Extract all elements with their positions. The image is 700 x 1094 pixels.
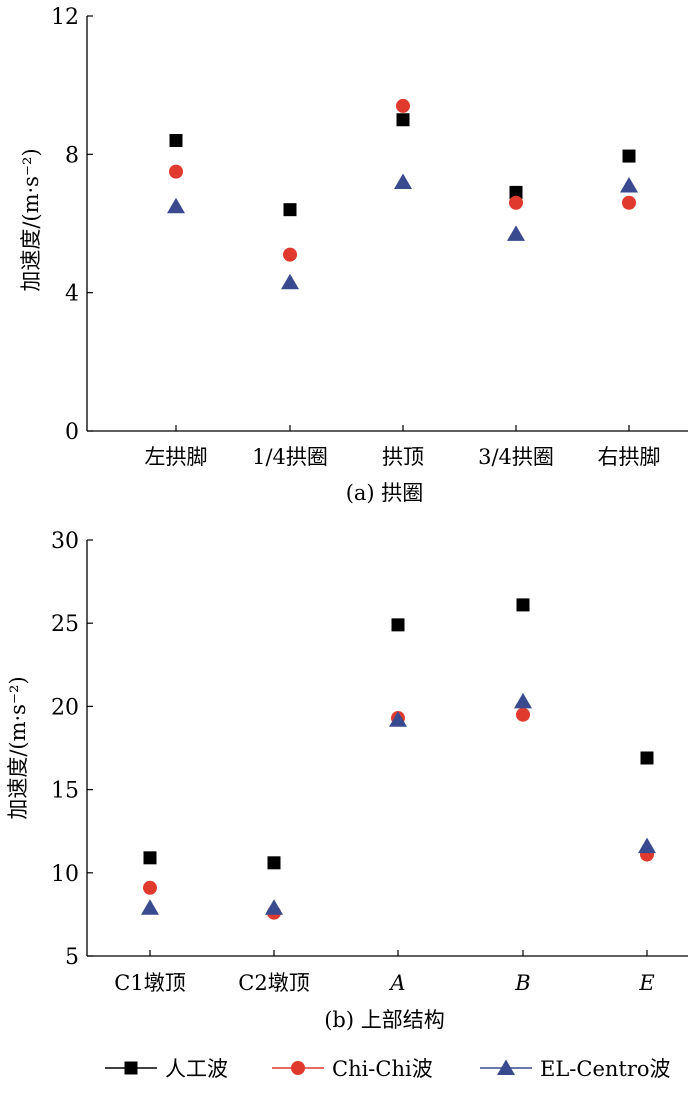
x-tick-label: 3/4拱圈	[478, 445, 554, 469]
point-2-0	[141, 899, 159, 915]
y-tick-label: 10	[51, 862, 79, 887]
x-tick-label: 右拱脚	[598, 445, 661, 469]
point-2-1	[281, 273, 299, 290]
y-axis-label: 加速度/(m·s⁻²)	[19, 148, 43, 291]
x-tick-label: B	[514, 971, 530, 995]
legend-marker-0	[124, 1061, 138, 1075]
point-0-2	[396, 113, 410, 127]
point-0-1	[283, 203, 297, 217]
legend: 人工波 Chi-Chi波 EL-Centro波	[105, 1057, 671, 1081]
chart-title: (a) 拱圈	[346, 481, 424, 505]
point-2-2	[394, 173, 412, 189]
chart-arch: 0 4 8 12 左拱脚 1/4拱圈 拱顶 3/4拱圈 右拱脚 加速度/(m·s⁻²) (a) 拱圈	[19, 5, 688, 505]
point-2-3	[507, 225, 525, 241]
point-0-1	[267, 856, 281, 870]
y-tick-label: 8	[65, 143, 79, 168]
point-1-3	[509, 195, 523, 210]
x-tick-label: A	[388, 971, 405, 995]
point-0-0	[169, 134, 183, 147]
point-2-1	[265, 899, 283, 915]
point-0-0	[143, 851, 157, 865]
point-1-1	[283, 247, 297, 262]
legend-marker-2	[497, 1059, 515, 1075]
point-2-0	[167, 197, 185, 214]
point-0-3	[516, 598, 530, 612]
x-tick-label: 拱顶	[382, 445, 424, 469]
y-tick-label: 15	[51, 779, 79, 804]
legend-label: EL-Centro波	[540, 1057, 671, 1081]
y-tick-label: 0	[65, 420, 79, 445]
y-tick-label: 20	[51, 695, 79, 720]
y-tick-label: 5	[65, 945, 79, 970]
chart-superstructure: 5 10 15 20 25 30 C1墩顶 C2墩顶 A B E 加速度/(m·s⁻²) (b) 上部结…	[6, 529, 688, 1032]
point-1-4	[622, 195, 636, 210]
point-0-2	[391, 618, 405, 632]
point-1-0	[169, 164, 183, 179]
point-1-3	[516, 707, 530, 722]
point-2-4	[620, 176, 638, 193]
legend-label: 人工波	[165, 1057, 228, 1081]
chart-title: (b) 上部结构	[324, 1008, 445, 1032]
y-tick-label: 25	[51, 612, 79, 637]
x-tick-label: 左拱脚	[145, 445, 208, 469]
point-0-3	[509, 185, 523, 199]
x-tick-label: C2墩顶	[238, 971, 309, 995]
y-tick-label: 30	[51, 529, 79, 554]
point-2-4	[638, 837, 656, 854]
point-2-2	[389, 711, 407, 727]
point-1-0	[143, 880, 157, 895]
legend-label: Chi-Chi波	[332, 1057, 433, 1081]
point-0-4	[640, 751, 654, 765]
x-tick-label: C1墩顶	[114, 971, 185, 995]
x-tick-label: 1/4拱圈	[252, 445, 328, 469]
y-axis-label: 加速度/(m·s⁻²)	[6, 676, 30, 819]
point-2-3	[514, 692, 532, 709]
x-tick-label: E	[638, 971, 654, 995]
point-0-4	[622, 149, 636, 163]
legend-marker-1	[291, 1061, 305, 1075]
point-1-2	[396, 98, 410, 113]
y-tick-label: 12	[51, 5, 79, 30]
y-tick-label: 4	[65, 282, 79, 307]
